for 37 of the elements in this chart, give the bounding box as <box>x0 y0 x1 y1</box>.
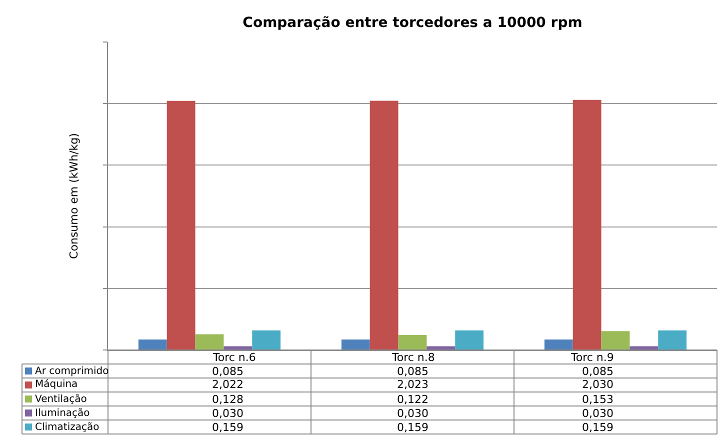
bar <box>572 100 602 350</box>
data-label: 0,085 <box>397 365 428 378</box>
legend-label: Máquina <box>35 379 78 390</box>
data-label: 0,030 <box>582 407 614 420</box>
data-label: 0,128 <box>212 393 244 406</box>
legend-label: Climatização <box>35 422 100 433</box>
data-label: 2,022 <box>212 378 244 391</box>
data-label: 0,030 <box>212 407 244 420</box>
chart-title: Comparação entre torcedores a 10000 rpm <box>242 14 582 31</box>
data-label: 0,030 <box>397 407 428 420</box>
legend-label: Ar comprimido <box>35 366 109 377</box>
data-label: 2,023 <box>397 378 428 391</box>
data-label: 2,030 <box>582 378 614 391</box>
bar <box>341 340 370 350</box>
bar <box>601 331 630 350</box>
data-label: 0,085 <box>212 365 244 378</box>
bar <box>195 334 224 350</box>
data-label: 0,159 <box>397 421 428 434</box>
data-label: 0,159 <box>212 421 244 434</box>
data-label: 0,122 <box>397 393 428 406</box>
legend-label: Iluminação <box>35 408 90 419</box>
x-tick-label: Torc n.8 <box>391 351 435 364</box>
bar <box>138 340 167 350</box>
y-axis-title: Consumo em (kWh/kg) <box>67 133 80 259</box>
bar <box>252 330 281 350</box>
bar <box>370 100 398 350</box>
data-label: 0,085 <box>582 365 614 378</box>
bar <box>166 100 196 350</box>
data-label: 0,159 <box>582 421 614 434</box>
x-tick-label: Torc n.6 <box>212 351 256 364</box>
data-label: 0,153 <box>582 393 614 406</box>
bar <box>455 330 484 350</box>
x-tick-label: Torc n.9 <box>570 351 614 364</box>
bar <box>398 334 427 350</box>
legend-label: Ventilação <box>35 394 87 405</box>
bar <box>658 330 687 350</box>
bar <box>544 340 573 350</box>
